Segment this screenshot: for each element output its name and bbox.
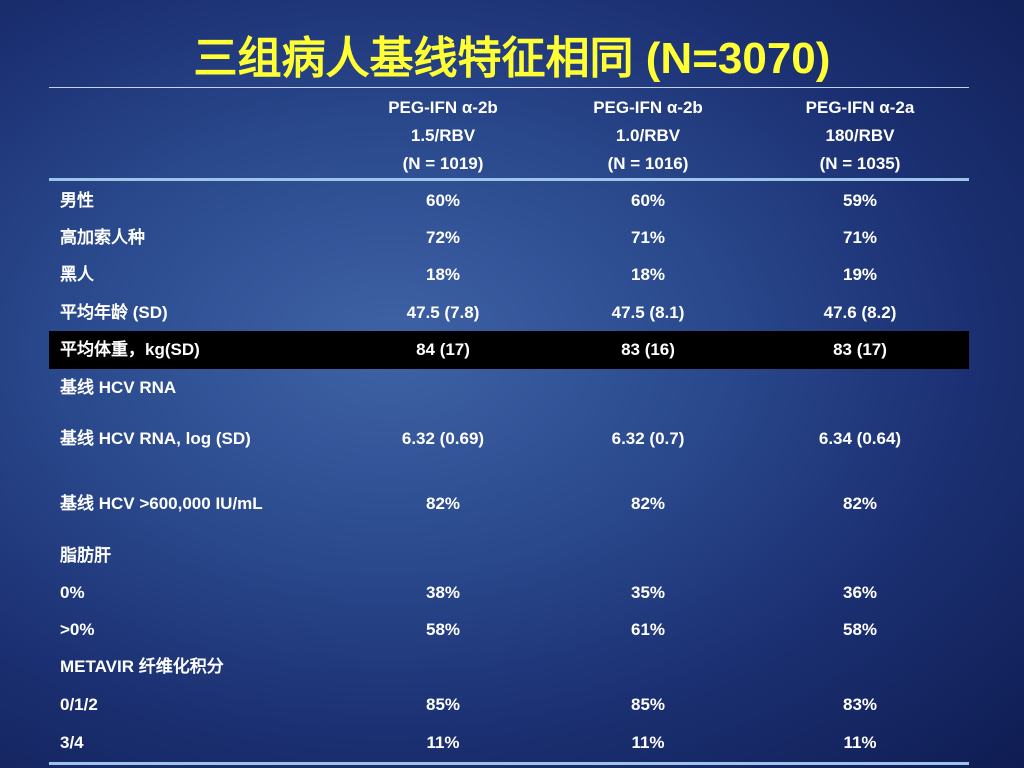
table-row-mean-weight-highlighted: 平均体重，kg(SD) 84 (17) 83 (16) 83 (17): [49, 331, 969, 369]
table-row-black: 黑人 18% 18% 19%: [49, 256, 969, 294]
row-value-col-1: 84 (17): [416, 340, 470, 359]
row-value-col-1: 60%: [425, 191, 461, 210]
header-col-3-n: (N = 1035): [819, 154, 901, 173]
table-row-metavir-34: 3/4 11% 11% 11%: [49, 724, 969, 762]
table-row-fatty-liver-0: 0% 38% 35% 36%: [49, 574, 969, 612]
row-label: 基线 HCV >600,000 IU/mL: [60, 494, 263, 513]
row-label: 基线 HCV RNA: [60, 378, 177, 397]
row-value-col-1: 11%: [426, 733, 460, 752]
table-row-male: 男性 60% 60% 59%: [49, 182, 969, 220]
header-col-3-drug: PEG-IFN α-2a: [805, 98, 915, 117]
header-col-1-n: (N = 1019): [402, 154, 484, 173]
header-col-2-dose: 1.0/RBV: [615, 126, 681, 145]
row-label: >0%: [60, 620, 95, 639]
row-value-col-3: 83 (17): [833, 340, 887, 359]
row-value-col-3: [760, 369, 960, 407]
bottom-divider: [49, 762, 969, 765]
row-value-col-1: 85%: [425, 695, 461, 714]
row-value-col-1: [343, 648, 543, 686]
table-row-fatty-liver-heading: 脂肪肝: [49, 537, 969, 575]
row-value-col-3: 82%: [842, 494, 878, 513]
table-row-fatty-liver-gt0: >0% 58% 61% 58%: [49, 611, 969, 649]
row-value-col-1: [343, 369, 543, 407]
row-value-col-2: 85%: [630, 695, 666, 714]
row-label: 高加索人种: [60, 228, 145, 247]
header-col-2-n: (N = 1016): [607, 154, 689, 173]
row-value-col-3: 11%: [843, 733, 877, 752]
row-value-col-1: 82%: [425, 494, 461, 513]
row-value-col-2: 60%: [630, 191, 666, 210]
row-value-col-1: [343, 537, 543, 575]
row-value-col-2: [548, 537, 748, 575]
header-divider: [49, 178, 969, 181]
row-value-col-2: 35%: [630, 583, 666, 602]
row-value-col-1: 18%: [425, 265, 461, 284]
row-value-col-1: 38%: [425, 583, 461, 602]
table-header: PEG-IFN α-2b 1.5/RBV (N = 1019) PEG-IFN …: [49, 94, 969, 176]
table-row-baseline-hcv-rna-heading: 基线 HCV RNA: [49, 369, 969, 407]
row-value-col-2: 11%: [631, 733, 665, 752]
row-label: 平均体重，kg(SD): [60, 340, 200, 359]
row-label: 平均年龄 (SD): [60, 303, 168, 322]
row-value-col-3: [760, 537, 960, 575]
table-row-metavir-012: 0/1/2 85% 85% 83%: [49, 686, 969, 724]
row-value-col-3: 47.6 (8.2): [823, 303, 897, 322]
table-row-metavir-heading: METAVIR 纤维化积分: [49, 648, 969, 686]
header-col-1-dose: 1.5/RBV: [410, 126, 476, 145]
row-value-col-1: 6.32 (0.69): [401, 429, 485, 448]
table-row-baseline-hcv-600k: 基线 HCV >600,000 IU/mL 82% 82% 82%: [49, 485, 969, 523]
row-value-col-1: 47.5 (7.8): [406, 303, 480, 322]
row-value-col-2: 61%: [630, 620, 666, 639]
row-value-col-3: 36%: [842, 583, 878, 602]
row-value-col-2: 18%: [630, 265, 666, 284]
row-value-col-1: 58%: [425, 620, 461, 639]
header-col-3: PEG-IFN α-2a 180/RBV (N = 1035): [760, 94, 960, 178]
header-col-1-drug: PEG-IFN α-2b: [388, 98, 498, 117]
slide-title: 三组病人基线特征相同 (N=3070): [193, 34, 831, 83]
row-value-col-2: [548, 369, 748, 407]
header-col-2-drug: PEG-IFN α-2b: [593, 98, 703, 117]
row-value-col-2: [548, 648, 748, 686]
header-col-3-dose: 180/RBV: [825, 126, 895, 145]
row-value-col-2: 71%: [630, 228, 666, 247]
row-label: 0%: [60, 583, 85, 602]
table-row-baseline-hcv-rna-log: 基线 HCV RNA, log (SD) 6.32 (0.69) 6.32 (0…: [49, 420, 969, 458]
row-value-col-2: 6.32 (0.7): [611, 429, 685, 448]
row-label: 0/1/2: [60, 695, 98, 714]
row-value-col-1: 72%: [425, 228, 461, 247]
row-label: 黑人: [60, 265, 94, 284]
row-value-col-2: 47.5 (8.1): [611, 303, 685, 322]
table-row-mean-age: 平均年龄 (SD) 47.5 (7.8) 47.5 (8.1) 47.6 (8.…: [49, 294, 969, 332]
row-label: 基线 HCV RNA, log (SD): [60, 429, 251, 448]
row-value-col-2: 83 (16): [621, 340, 675, 359]
table-row-caucasian: 高加索人种 72% 71% 71%: [49, 219, 969, 257]
row-value-col-3: 19%: [842, 265, 878, 284]
row-label: 3/4: [60, 733, 84, 752]
header-col-1: PEG-IFN α-2b 1.5/RBV (N = 1019): [343, 94, 543, 178]
row-value-col-3: 71%: [842, 228, 878, 247]
row-value-col-2: 82%: [630, 494, 666, 513]
row-label: METAVIR 纤维化积分: [60, 657, 224, 676]
row-value-col-3: 58%: [842, 620, 878, 639]
row-value-col-3: 83%: [842, 695, 878, 714]
header-col-2: PEG-IFN α-2b 1.0/RBV (N = 1016): [548, 94, 748, 178]
row-label: 脂肪肝: [60, 546, 111, 565]
row-value-col-3: 6.34 (0.64): [818, 429, 902, 448]
top-divider: [49, 87, 969, 88]
row-label: 男性: [60, 191, 94, 210]
row-value-col-3: 59%: [842, 191, 878, 210]
row-value-col-3: [760, 648, 960, 686]
